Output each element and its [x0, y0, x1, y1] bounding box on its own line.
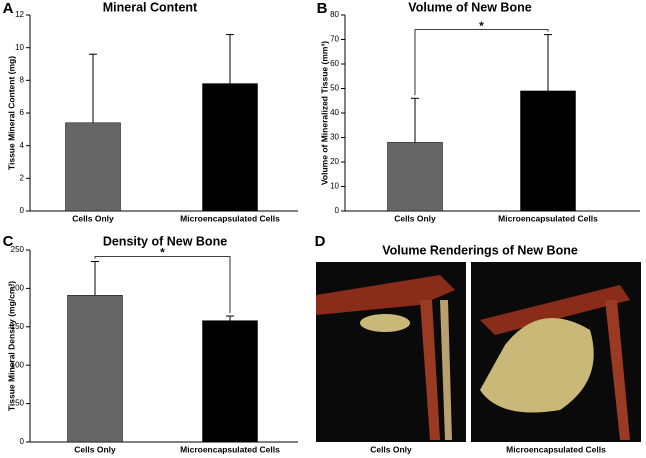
- panel-letter: A: [3, 0, 14, 17]
- y-tick-label: 8: [20, 75, 25, 84]
- bar: [65, 122, 121, 212]
- panel-letter: B: [317, 0, 328, 17]
- chart-title: Density of New Bone: [103, 234, 227, 248]
- y-tick-label: 80: [330, 10, 339, 19]
- y-tick-label: 50: [330, 84, 339, 93]
- chart-title: Volume of New Bone: [408, 0, 531, 14]
- y-tick-label: 20: [330, 157, 339, 166]
- y-tick-label: 250: [11, 245, 25, 254]
- x-tick-label: Microencapsulated Cells: [498, 213, 598, 223]
- panel-letter: D: [315, 233, 326, 250]
- x-tick-label: Microencapsulated Cells: [180, 444, 280, 454]
- y-tick-label: 6: [20, 108, 25, 117]
- y-tick-label: 200: [11, 284, 25, 293]
- bone: [605, 300, 630, 440]
- bone: [420, 300, 440, 440]
- y-tick-label: 30: [330, 133, 339, 142]
- bar: [387, 142, 443, 212]
- y-axis-label: Tissue Mineral Content (mg): [6, 56, 16, 170]
- image-caption: Cells Only: [370, 444, 412, 454]
- panel-letter: C: [3, 233, 14, 250]
- chart-title: Volume Renderings of New Bone: [382, 243, 578, 257]
- new-bone: [480, 318, 594, 413]
- y-tick-label: 50: [15, 399, 24, 408]
- x-tick-label: Cells Only: [394, 213, 436, 223]
- y-axis-label: Volume of Mineralized Tissue (mm³): [319, 41, 329, 185]
- x-tick-label: Cells Only: [72, 213, 114, 223]
- significance-label: *: [160, 246, 165, 260]
- bar: [67, 295, 123, 443]
- x-tick-label: Microencapsulated Cells: [180, 213, 280, 223]
- bar: [520, 90, 576, 212]
- x-tick-label: Cells Only: [74, 444, 116, 454]
- y-tick-label: 2: [20, 173, 25, 182]
- bone: [440, 300, 452, 440]
- significance-bracket: [94, 256, 231, 314]
- y-tick-label: 10: [330, 182, 339, 191]
- significance-label: *: [479, 19, 484, 33]
- renderings: [316, 262, 641, 442]
- bar: [202, 83, 258, 212]
- y-tick-label: 0: [335, 206, 340, 215]
- significance-bracket: [414, 29, 549, 96]
- y-tick-label: 100: [11, 360, 25, 369]
- y-axis-label: Tissue Mineral Density (mg/cm³): [6, 281, 16, 411]
- y-tick-label: 60: [330, 59, 339, 68]
- new-bone: [360, 314, 410, 332]
- y-tick-label: 10: [15, 43, 24, 52]
- y-tick-label: 4: [20, 141, 25, 150]
- y-tick-label: 150: [11, 322, 25, 331]
- bar: [202, 320, 258, 443]
- chart-title: Mineral Content: [103, 0, 198, 14]
- bone: [480, 285, 630, 335]
- image-caption: Microencapsulated Cells: [506, 444, 606, 454]
- y-tick-label: 0: [20, 437, 25, 446]
- bone: [316, 275, 455, 315]
- y-tick-label: 12: [15, 10, 24, 19]
- y-tick-label: 0: [20, 206, 25, 215]
- y-tick-label: 70: [330, 35, 339, 44]
- y-tick-label: 40: [330, 108, 339, 117]
